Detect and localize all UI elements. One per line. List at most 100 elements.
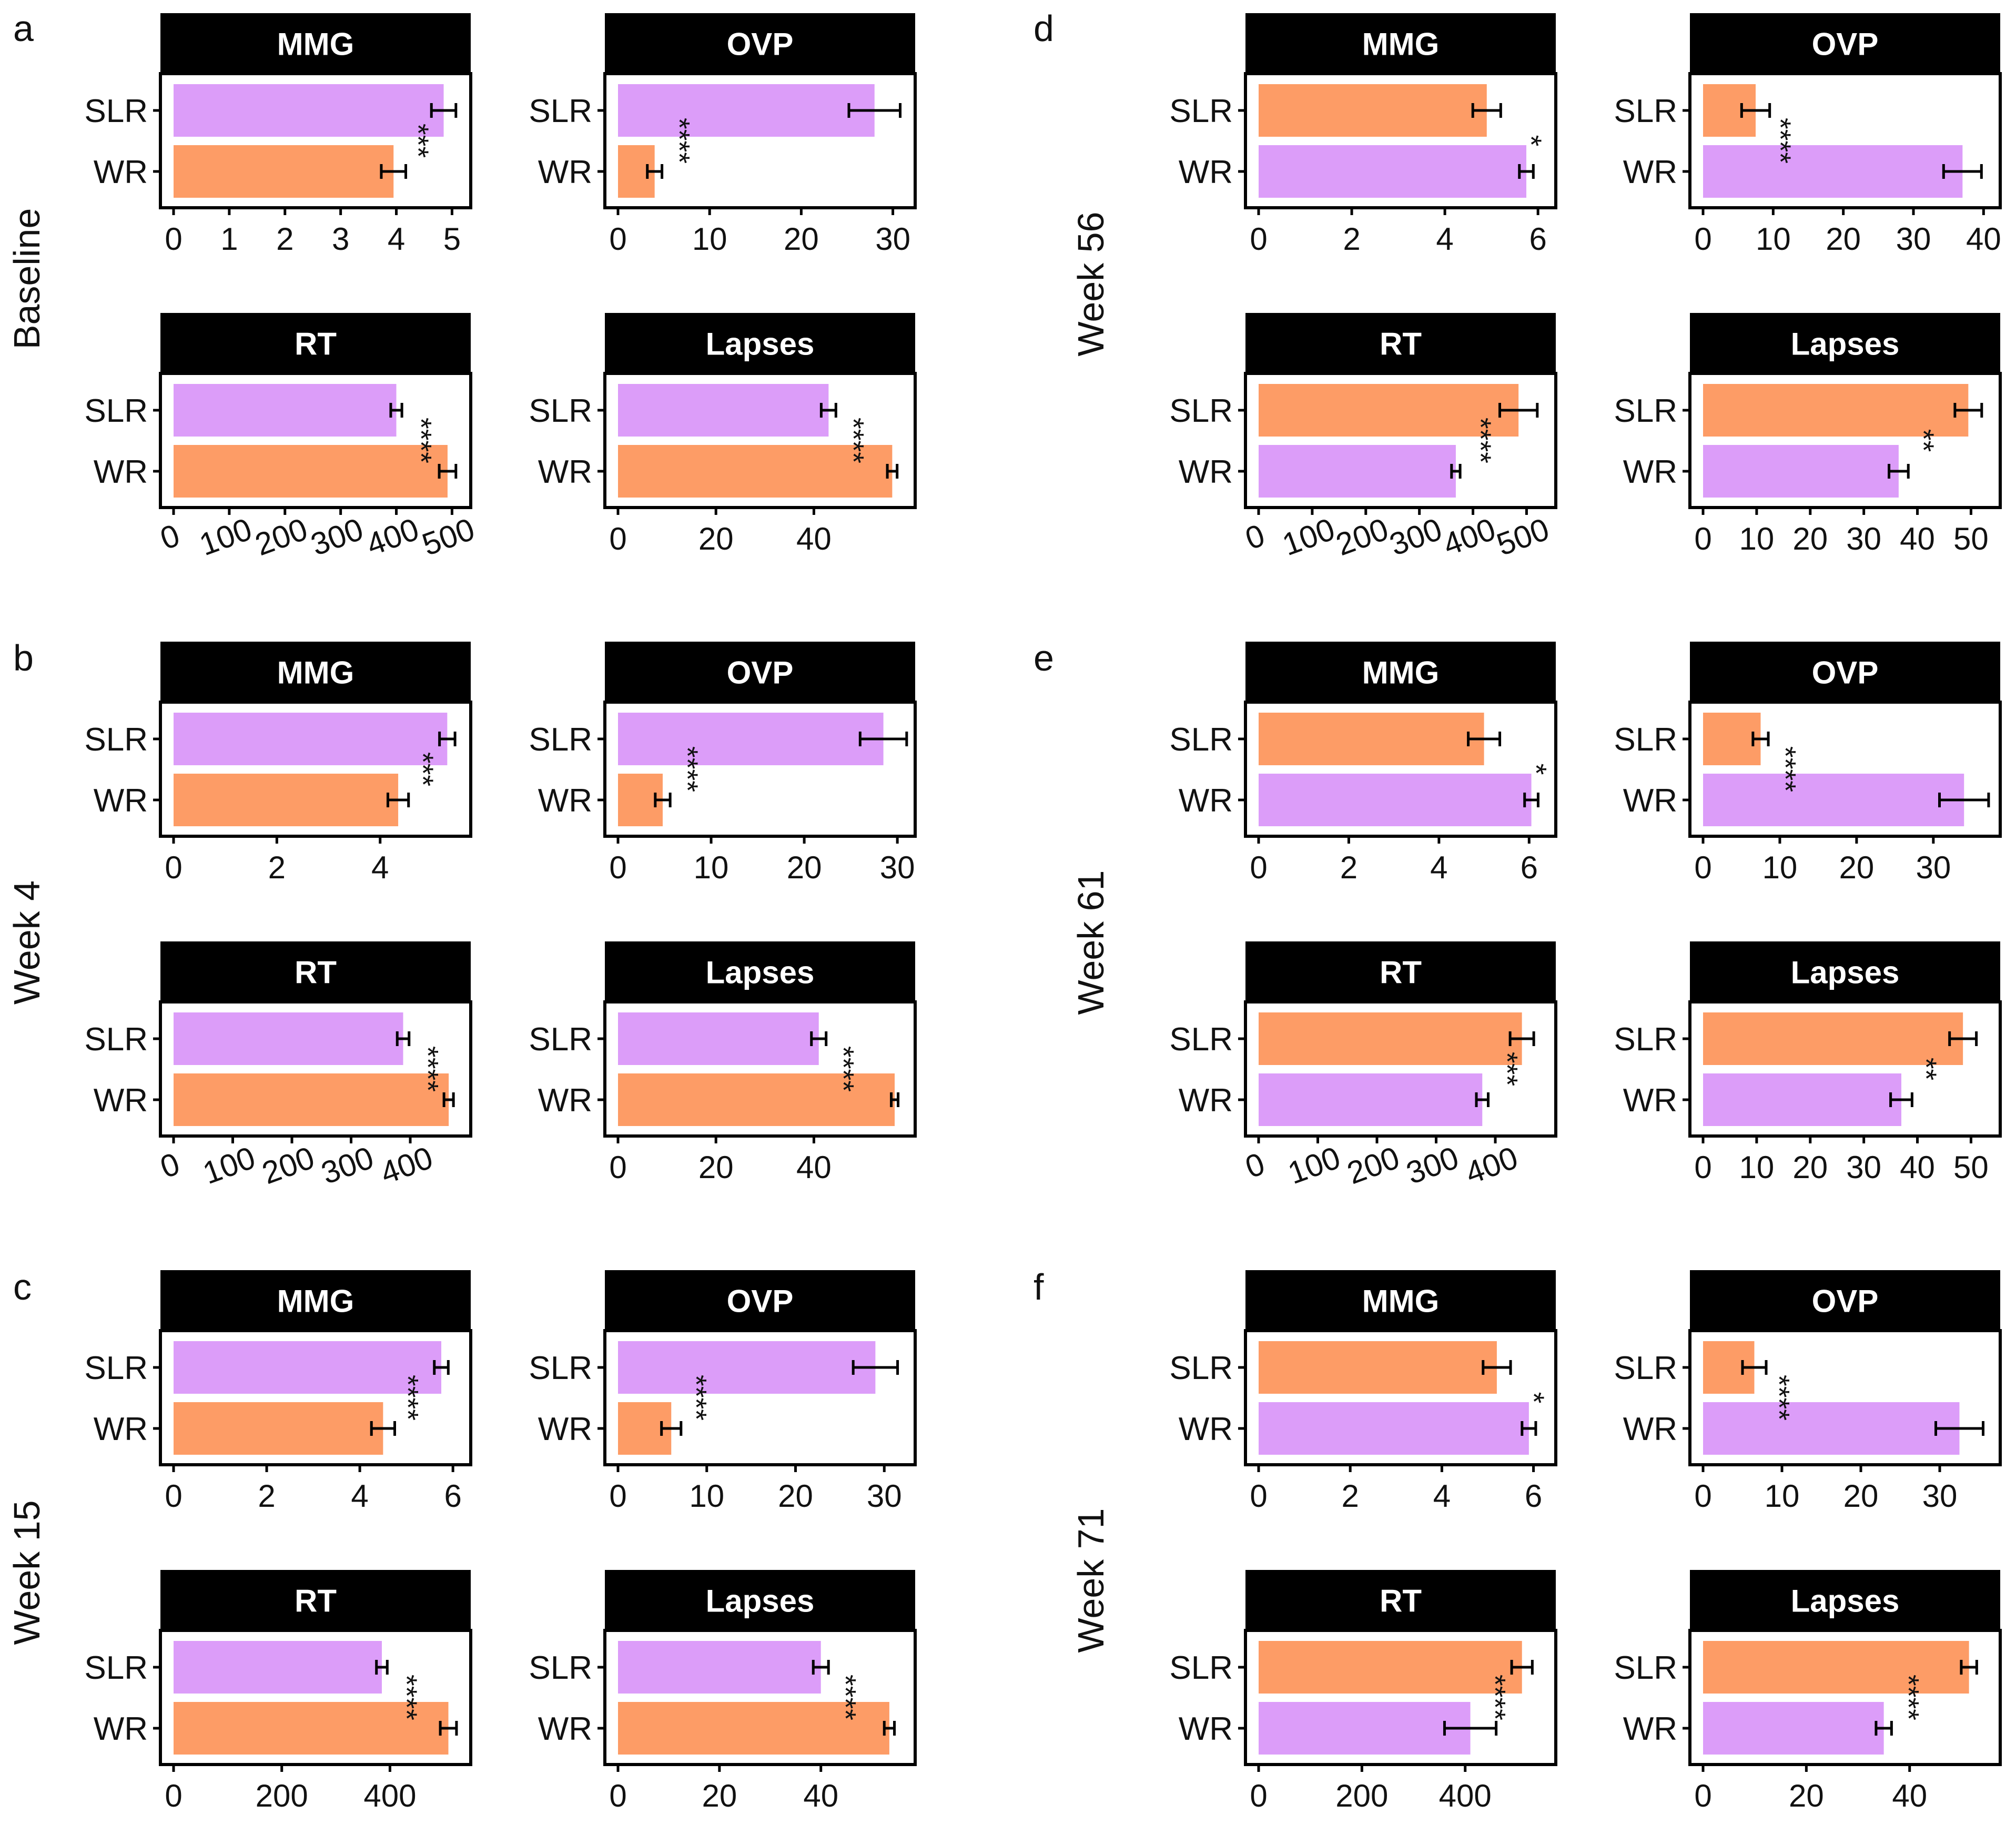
x-tick-label-d-lapses-10: 10 <box>1739 521 1775 556</box>
x-tick-label-a-lapses-20: 20 <box>698 521 734 556</box>
facet-strip-f-lapses <box>1690 1570 2000 1630</box>
y-tick-label-f-ovp-wr: WR <box>1623 1411 1677 1447</box>
x-tick-label-c-mmg-0: 0 <box>165 1478 182 1514</box>
significance-e-lapses: ** <box>1910 1058 1943 1081</box>
y-tick-label-f-lapses-wr: WR <box>1623 1711 1677 1747</box>
bar-d-lapses-wr <box>1703 445 1899 498</box>
facet-d-mmg: MMG SLR WR * 0 2 4 6 <box>1169 13 1557 257</box>
x-tick-label-c-rt-0: 0 <box>165 1778 182 1813</box>
facet-title-e-ovp: OVP <box>1812 655 1879 691</box>
x-tick-label-a-ovp-0: 0 <box>609 221 626 257</box>
x-tick-label-e-ovp-30: 30 <box>1916 850 1951 885</box>
facet-title-d-mmg: MMG <box>1362 27 1440 62</box>
significance-e-ovp: **** <box>1769 746 1802 792</box>
x-tick-label-d-mmg-0: 0 <box>1250 221 1267 257</box>
bar-c-mmg-slr <box>174 1341 442 1394</box>
x-tick-label-e-ovp-20: 20 <box>1839 850 1875 885</box>
y-tick-label-d-rt-slr: SLR <box>1169 393 1233 429</box>
bar-c-rt-slr <box>174 1641 382 1694</box>
x-tick-label-d-rt-0: 0 <box>1241 518 1269 556</box>
y-tick-label-f-mmg-wr: WR <box>1179 1411 1233 1447</box>
y-tick-label-a-lapses-wr: WR <box>538 454 592 490</box>
x-tick-label-e-rt-300: 300 <box>1402 1140 1463 1191</box>
bar-e-lapses-slr <box>1703 1012 1963 1065</box>
facet-strip-f-ovp <box>1690 1270 2000 1331</box>
x-tick-label-f-rt-200: 200 <box>1335 1778 1388 1813</box>
row-label-week-15: Week 15 <box>6 1501 47 1645</box>
facet-f-mmg: MMG SLR WR * 0 2 4 6 <box>1169 1270 1557 1514</box>
x-tick-label-f-lapses-0: 0 <box>1694 1778 1711 1813</box>
facet-strip-e-lapses <box>1690 941 2000 1002</box>
significance-b-ovp: **** <box>671 746 704 792</box>
bar-e-mmg-wr <box>1259 774 1532 826</box>
x-tick-label-a-lapses-0: 0 <box>609 521 626 556</box>
facet-strip-a-mmg <box>160 13 471 74</box>
y-tick-label-b-ovp-wr: WR <box>538 783 592 819</box>
bar-f-mmg-wr <box>1259 1402 1529 1455</box>
x-tick-label-d-lapses-30: 30 <box>1846 521 1881 556</box>
bar-e-ovp-wr <box>1703 774 1964 826</box>
bar-d-mmg-slr <box>1259 84 1487 137</box>
facet-title-e-lapses: Lapses <box>1791 955 1900 990</box>
x-tick-label-e-lapses-20: 20 <box>1792 1150 1828 1185</box>
facet-strip-d-lapses <box>1690 313 2000 373</box>
bar-e-ovp-slr <box>1703 713 1761 765</box>
bar-c-ovp-slr <box>618 1341 876 1394</box>
bar-c-lapses-slr <box>618 1641 821 1694</box>
bar-d-rt-wr <box>1259 445 1456 498</box>
x-tick-label-a-rt-0: 0 <box>156 518 184 556</box>
facet-e-ovp: OVP SLR WR **** 0 10 20 30 <box>1614 642 2002 885</box>
x-tick-label-b-ovp-30: 30 <box>880 850 915 885</box>
y-tick-label-c-ovp-slr: SLR <box>529 1350 592 1386</box>
y-tick-label-d-ovp-slr: SLR <box>1614 93 1677 129</box>
facet-title-b-ovp: OVP <box>727 655 794 691</box>
facet-title-a-lapses: Lapses <box>706 327 815 362</box>
facet-title-f-ovp: OVP <box>1812 1284 1879 1319</box>
bar-b-lapses-wr <box>618 1073 895 1126</box>
significance-a-mmg: *** <box>402 124 435 158</box>
x-tick-label-e-mmg-4: 4 <box>1430 850 1447 885</box>
y-tick-label-d-lapses-slr: SLR <box>1614 393 1677 429</box>
x-tick-label-e-rt-100: 100 <box>1283 1140 1345 1191</box>
significance-c-mmg: **** <box>391 1375 424 1421</box>
facet-strip-d-rt <box>1245 313 1556 373</box>
facet-title-e-rt: RT <box>1380 955 1422 990</box>
x-tick-label-e-rt-0: 0 <box>1241 1146 1269 1185</box>
facet-d-ovp: OVP SLR WR **** 0 10 20 30 40 <box>1614 13 2002 257</box>
x-tick-label-f-ovp-30: 30 <box>1922 1478 1958 1514</box>
bar-c-rt-wr <box>174 1702 449 1755</box>
x-tick-label-c-mmg-6: 6 <box>444 1478 461 1514</box>
x-tick-label-e-ovp-0: 0 <box>1694 850 1711 885</box>
x-tick-label-b-rt-400: 400 <box>376 1140 437 1191</box>
x-tick-label-d-ovp-10: 10 <box>1756 221 1791 257</box>
y-tick-label-c-rt-wr: WR <box>94 1711 148 1747</box>
significance-f-mmg: * <box>1517 1392 1551 1404</box>
y-tick-label-c-mmg-slr: SLR <box>84 1350 148 1386</box>
x-tick-label-e-lapses-40: 40 <box>1900 1150 1935 1185</box>
y-tick-label-a-mmg-wr: WR <box>94 154 148 190</box>
facet-e-mmg: MMG SLR WR * 0 2 4 6 <box>1169 642 1557 885</box>
x-tick-label-e-rt-200: 200 <box>1342 1140 1404 1191</box>
x-tick-label-a-ovp-30: 30 <box>875 221 910 257</box>
panel-letter-b: b <box>13 637 34 678</box>
bar-f-rt-slr <box>1259 1641 1522 1694</box>
x-tick-label-b-ovp-0: 0 <box>609 850 626 885</box>
facet-strip-e-ovp <box>1690 642 2000 702</box>
y-tick-label-b-ovp-slr: SLR <box>529 722 592 758</box>
significance-a-lapses: **** <box>837 418 870 463</box>
significance-e-mmg: * <box>1520 764 1553 775</box>
y-tick-label-a-ovp-wr: WR <box>538 154 592 190</box>
bar-a-rt-wr <box>174 445 448 498</box>
x-tick-label-c-rt-400: 400 <box>363 1778 416 1813</box>
facet-title-f-mmg: MMG <box>1362 1284 1440 1319</box>
facet-e-lapses: Lapses SLR WR ** 0 10 20 30 40 50 <box>1614 941 2002 1185</box>
y-tick-label-f-lapses-slr: SLR <box>1614 1650 1677 1686</box>
facet-strip-c-rt <box>160 1570 471 1630</box>
y-tick-label-c-rt-slr: SLR <box>84 1650 148 1686</box>
x-tick-label-f-rt-0: 0 <box>1250 1778 1267 1813</box>
x-tick-label-b-rt-100: 100 <box>198 1140 260 1191</box>
facet-title-a-rt: RT <box>295 327 337 362</box>
x-tick-label-b-ovp-10: 10 <box>694 850 729 885</box>
x-tick-label-e-lapses-30: 30 <box>1846 1150 1881 1185</box>
x-tick-label-c-rt-200: 200 <box>256 1778 308 1813</box>
